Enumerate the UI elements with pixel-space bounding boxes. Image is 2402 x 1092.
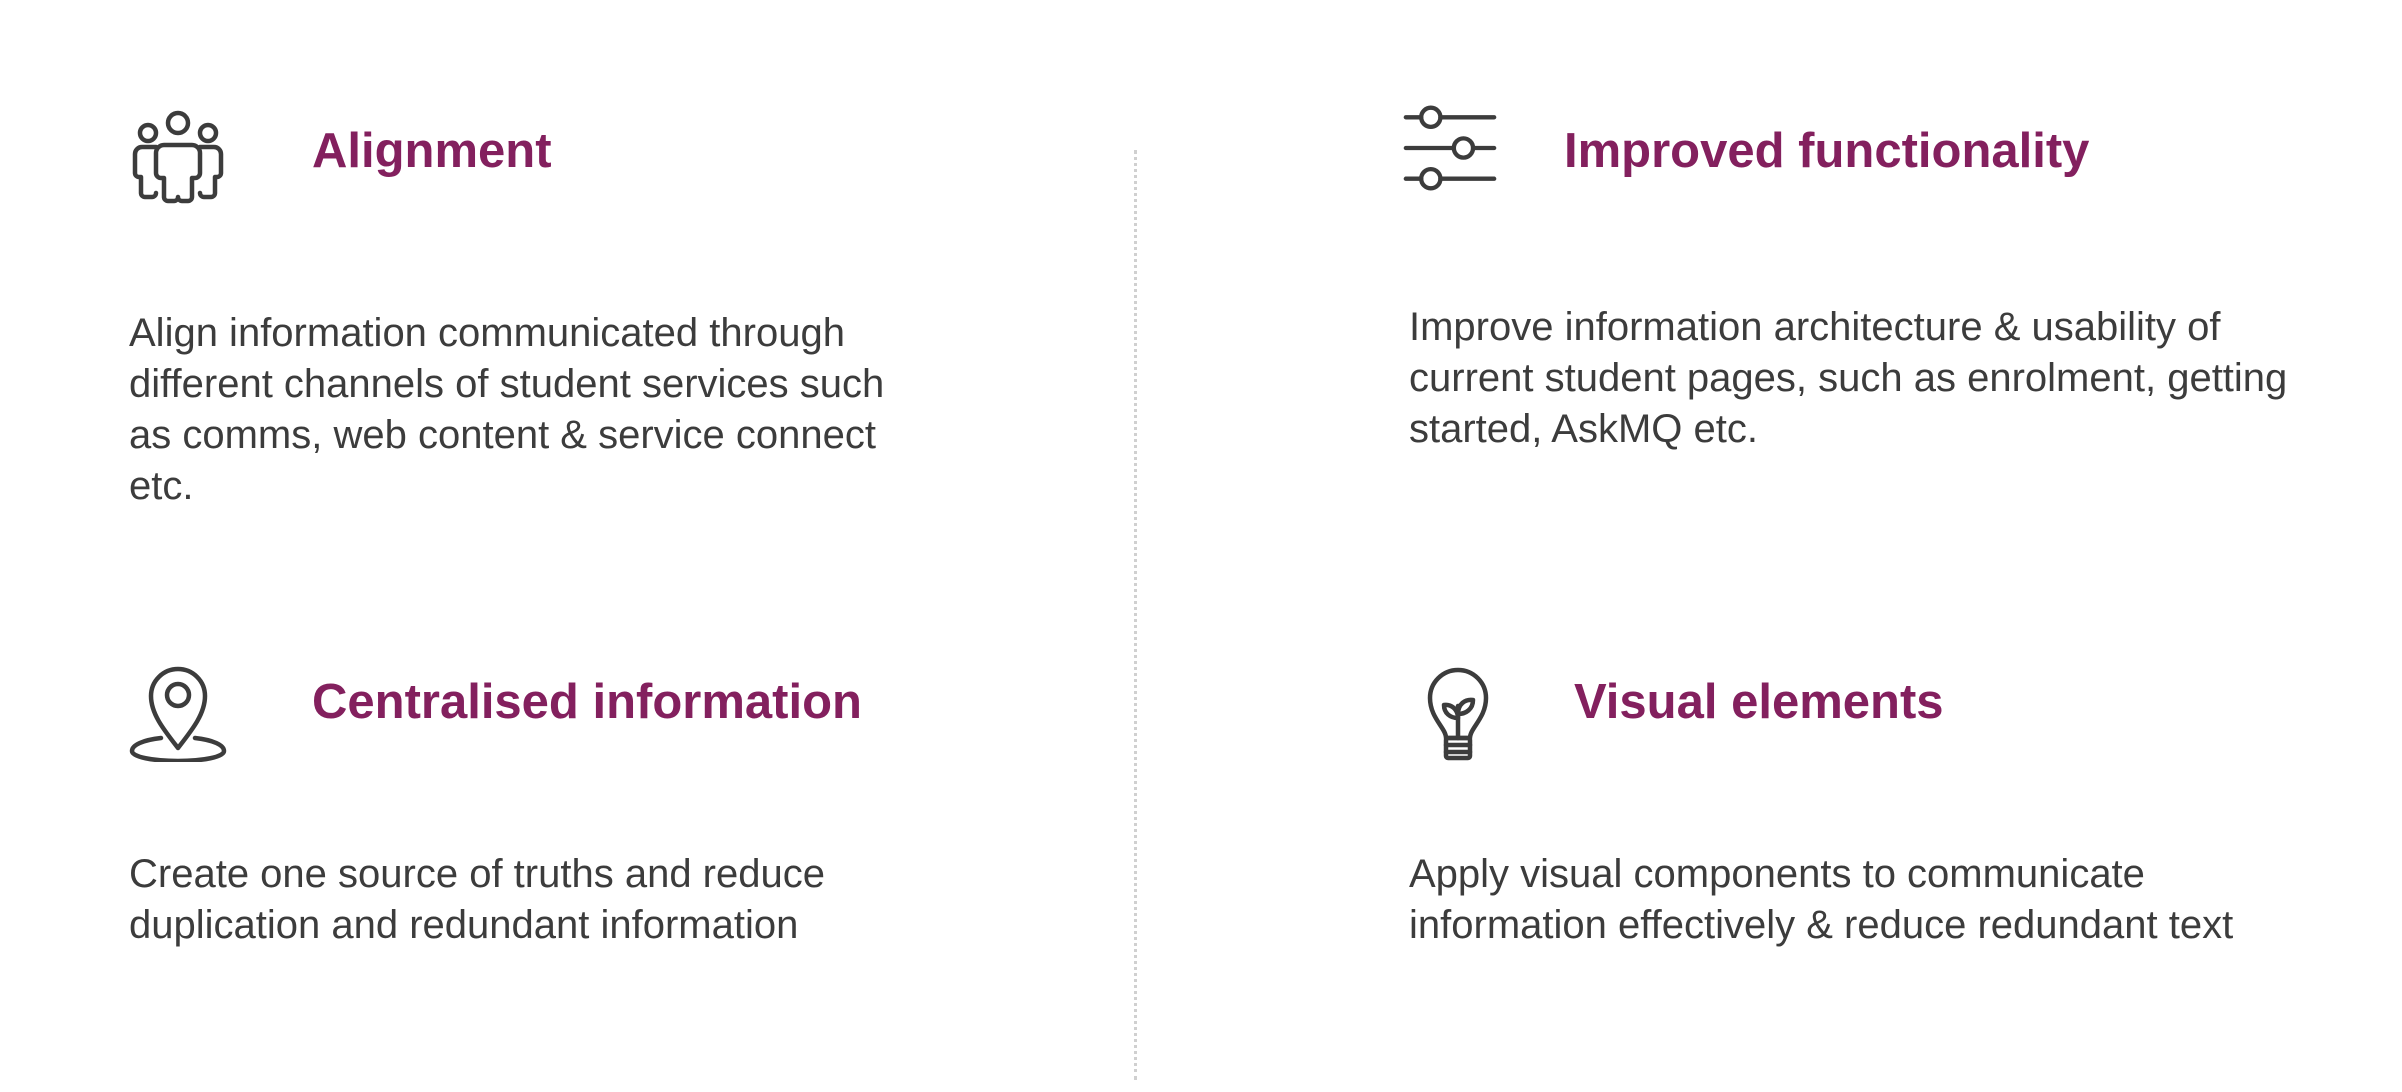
sliders-icon — [1402, 100, 1498, 196]
feature-description: Create one source of truths and reduce d… — [129, 852, 825, 947]
feature-centralised-information: Centralised information Create one sourc… — [0, 560, 1100, 1080]
location-pin-icon — [128, 662, 228, 762]
feature-title: Alignment — [312, 124, 552, 178]
feature-title: Visual elements — [1574, 675, 1944, 729]
vertical-divider — [1134, 150, 1137, 1080]
feature-visual-elements: Visual elements Apply visual components … — [1180, 560, 2380, 1080]
feature-description: Apply visual components to communicate i… — [1409, 852, 2234, 947]
lightbulb-icon — [1408, 662, 1508, 762]
feature-title: Improved functionality — [1564, 124, 2090, 178]
feature-description: Align information communicated through d… — [129, 311, 885, 508]
feature-title: Centralised information — [312, 675, 862, 729]
feature-alignment: Alignment Align information communicated… — [0, 0, 1100, 560]
people-group-icon — [128, 105, 228, 205]
feature-improved-functionality: Improved functionality Improve informati… — [1180, 0, 2380, 560]
feature-description: Improve information architecture & usabi… — [1409, 305, 2288, 451]
